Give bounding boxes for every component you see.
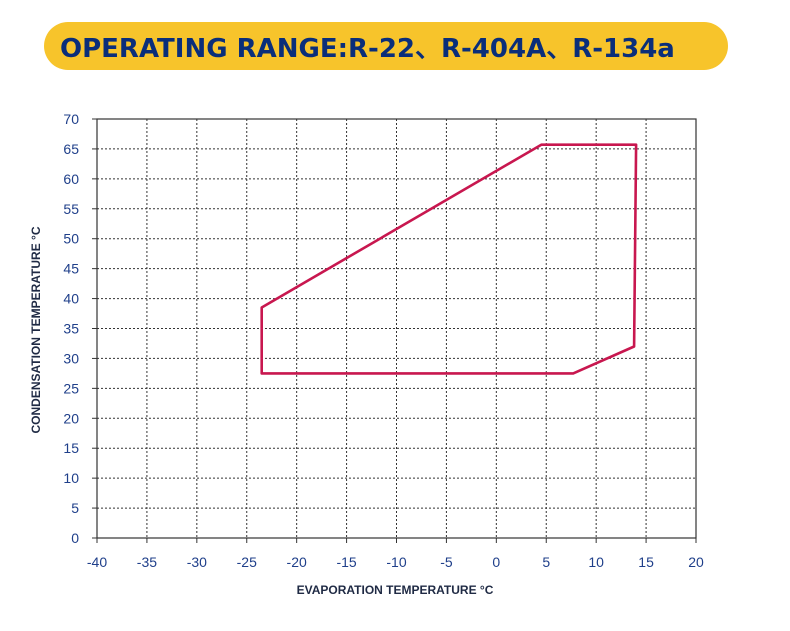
x-tick-label: -40: [87, 554, 107, 570]
y-tick-label: 50: [63, 231, 79, 247]
x-tick-label: -20: [287, 554, 307, 570]
x-tick-label: -30: [187, 554, 207, 570]
y-tick-label: 15: [63, 440, 79, 456]
y-tick-label: 10: [63, 470, 79, 486]
y-tick-label: 25: [63, 380, 79, 396]
title-banner: OPERATING RANGE:R-22、R-404A、R-134a: [44, 22, 728, 70]
y-tick-label: 20: [63, 410, 79, 426]
y-tick-label: 35: [63, 321, 79, 337]
x-tick-label: -25: [237, 554, 257, 570]
x-tick-label: -10: [386, 554, 406, 570]
y-tick-label: 5: [71, 500, 79, 516]
y-tick-label: 60: [63, 171, 79, 187]
x-tick-label: -15: [336, 554, 356, 570]
x-tick-label: 10: [588, 554, 604, 570]
y-tick-label: 40: [63, 291, 79, 307]
operating-envelope: [260, 143, 638, 375]
x-tick-label: 20: [688, 554, 704, 570]
y-tick-label: 65: [63, 141, 79, 157]
y-tick-label: 30: [63, 350, 79, 366]
x-tick-label: 5: [542, 554, 550, 570]
x-tick-label: 15: [638, 554, 654, 570]
y-tick-label: 45: [63, 261, 79, 277]
y-tick-label: 70: [63, 111, 79, 127]
x-tick-label: -5: [440, 554, 453, 570]
y-tick-label: 55: [63, 201, 79, 217]
x-tick-label: 0: [492, 554, 500, 570]
y-tick-label: 0: [71, 530, 79, 546]
x-tick-label: -35: [137, 554, 157, 570]
chart-title: OPERATING RANGE:R-22、R-404A、R-134a: [60, 33, 675, 64]
x-axis-label: EVAPORATION TEMPERATURE °C: [296, 583, 494, 597]
